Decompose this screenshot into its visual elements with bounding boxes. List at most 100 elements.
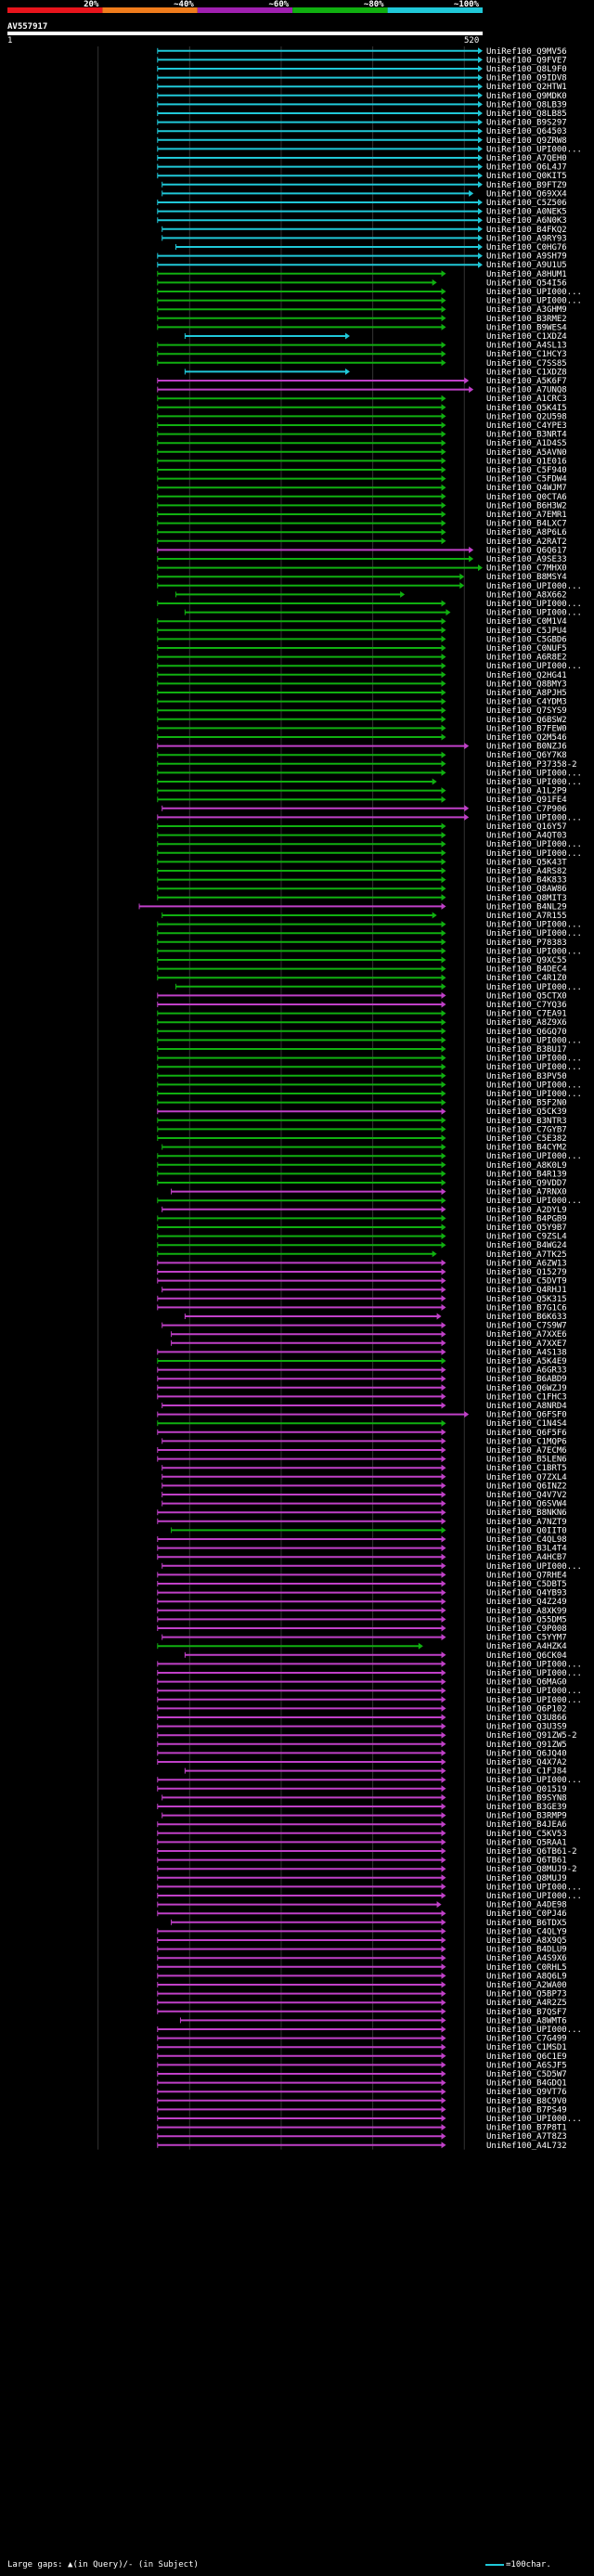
hit-row[interactable]: UniRef100_B4CYM2 bbox=[161, 1144, 567, 1153]
hit-label[interactable]: UniRef100_UPI000... bbox=[486, 609, 582, 618]
hit-row[interactable]: UniRef100_Q6WZJ9 bbox=[157, 1384, 567, 1393]
hit-row[interactable]: UniRef100_Q4Z249 bbox=[157, 1598, 567, 1607]
hit-row[interactable]: UniRef100_Q2HG41 bbox=[157, 671, 567, 680]
hit-row[interactable]: UniRef100_Q9VT76 bbox=[157, 2088, 567, 2097]
hit-row[interactable]: UniRef100_A7TK25 bbox=[157, 1250, 567, 1260]
hit-row[interactable]: UniRef100_UPI000... bbox=[157, 288, 582, 297]
hit-row[interactable]: UniRef100_B3BU17 bbox=[157, 1045, 567, 1055]
hit-label[interactable]: UniRef100_Q9MDK0 bbox=[486, 92, 567, 101]
hit-row[interactable]: UniRef100_UPI000... bbox=[157, 1660, 582, 1669]
hit-label[interactable]: UniRef100_C5DVT9 bbox=[486, 1277, 567, 1287]
hit-label[interactable]: UniRef100_Q6F5F6 bbox=[486, 1429, 567, 1438]
hit-label[interactable]: UniRef100_A5K6F7 bbox=[486, 377, 567, 386]
hit-label[interactable]: UniRef100_C0PJ46 bbox=[486, 1909, 567, 1919]
hit-label[interactable]: UniRef100_C7P906 bbox=[486, 805, 567, 814]
hit-row[interactable]: UniRef100_UPI000... bbox=[157, 2115, 582, 2124]
hit-label[interactable]: UniRef100_A6R8E2 bbox=[486, 654, 567, 663]
hit-row[interactable]: UniRef100_UPI000... bbox=[157, 840, 582, 849]
hit-label[interactable]: UniRef100_UPI000... bbox=[486, 1660, 582, 1669]
hit-label[interactable]: UniRef100_A7XXE6 bbox=[486, 1330, 567, 1340]
hit-label[interactable]: UniRef100_C4YPE3 bbox=[486, 421, 567, 431]
hit-row[interactable]: UniRef100_Q15279 bbox=[157, 1268, 567, 1277]
hit-label[interactable]: UniRef100_Q6INZ2 bbox=[486, 1482, 567, 1491]
hit-row[interactable]: UniRef100_Q6C1E9 bbox=[157, 2052, 567, 2062]
hit-row[interactable]: UniRef100_Q1E016 bbox=[157, 457, 567, 466]
hit-label[interactable]: UniRef100_UPI000... bbox=[486, 1090, 582, 1099]
hit-label[interactable]: UniRef100_C9ZSL4 bbox=[486, 1233, 567, 1242]
hit-row[interactable]: UniRef100_A6ZW13 bbox=[157, 1259, 567, 1268]
hit-row[interactable]: UniRef100_B7PS49 bbox=[157, 2105, 567, 2115]
hit-label[interactable]: UniRef100_B9FTZ9 bbox=[486, 181, 567, 190]
hit-label[interactable]: UniRef100_Q9VT76 bbox=[486, 2088, 567, 2097]
hit-row[interactable]: UniRef100_B4FKQ2 bbox=[161, 226, 567, 235]
hit-label[interactable]: UniRef100_Q69XX4 bbox=[486, 189, 567, 199]
hit-label[interactable]: UniRef100_C0M1V4 bbox=[486, 617, 567, 627]
hit-label[interactable]: UniRef100_Q0CTA6 bbox=[486, 493, 567, 502]
hit-label[interactable]: UniRef100_B8MSY4 bbox=[486, 573, 567, 582]
hit-label[interactable]: UniRef100_B4JEA6 bbox=[486, 1820, 567, 1830]
hit-row[interactable]: UniRef100_Q91FE4 bbox=[157, 796, 567, 805]
hit-row[interactable]: UniRef100_A4S138 bbox=[157, 1348, 567, 1357]
hit-row[interactable]: UniRef100_C7EA91 bbox=[157, 1010, 567, 1019]
hit-label[interactable]: UniRef100_A9U1U5 bbox=[486, 261, 567, 270]
hit-label[interactable]: UniRef100_Q5CK39 bbox=[486, 1107, 567, 1117]
hit-label[interactable]: UniRef100_Q9VDD7 bbox=[486, 1179, 567, 1188]
hit-row[interactable]: UniRef100_B7FEW0 bbox=[157, 724, 567, 733]
hit-row[interactable]: UniRef100_C1MQP6 bbox=[161, 1437, 567, 1446]
hit-label[interactable]: UniRef100_Q91ZW5-2 bbox=[486, 1731, 577, 1741]
hit-label[interactable]: UniRef100_UPI000... bbox=[486, 1081, 582, 1090]
hit-label[interactable]: UniRef100_A8X662 bbox=[486, 590, 567, 600]
hit-label[interactable]: UniRef100_Q7ZXL4 bbox=[486, 1473, 567, 1482]
hit-label[interactable]: UniRef100_C4YDM3 bbox=[486, 698, 567, 707]
hit-row[interactable]: UniRef100_A1D4S5 bbox=[157, 439, 567, 448]
hit-row[interactable]: UniRef100_Q5CTX0 bbox=[157, 991, 567, 1001]
hit-row[interactable]: UniRef100_C4YPE3 bbox=[157, 421, 567, 431]
hit-row[interactable]: UniRef100_Q4WJM7 bbox=[157, 484, 567, 493]
hit-row[interactable]: UniRef100_B3NRT4 bbox=[157, 431, 567, 440]
hit-label[interactable]: UniRef100_A0NEK5 bbox=[486, 208, 567, 217]
hit-label[interactable]: UniRef100_Q8LB39 bbox=[486, 100, 567, 110]
hit-row[interactable]: UniRef100_C5DVT9 bbox=[157, 1277, 567, 1287]
hit-row[interactable]: UniRef100_A9RY93 bbox=[161, 234, 567, 243]
hit-label[interactable]: UniRef100_Q7SYS9 bbox=[486, 706, 567, 716]
hit-row[interactable]: UniRef100_A4S9X6 bbox=[157, 1954, 567, 1963]
hit-row[interactable]: UniRef100_Q64503 bbox=[157, 127, 567, 136]
hit-row[interactable]: UniRef100_A5K6F7 bbox=[157, 377, 567, 386]
hit-label[interactable]: UniRef100_C5JPU4 bbox=[486, 627, 567, 636]
hit-label[interactable]: UniRef100_UPI000... bbox=[486, 1152, 582, 1161]
hit-label[interactable]: UniRef100_A6ZW13 bbox=[486, 1259, 567, 1268]
hit-label[interactable]: UniRef100_B4GDQ1 bbox=[486, 2079, 567, 2089]
hit-label[interactable]: UniRef100_A6N0K3 bbox=[486, 216, 567, 226]
hit-row[interactable]: UniRef100_Q69XX4 bbox=[161, 189, 567, 199]
hit-row[interactable]: UniRef100_C5YYM7 bbox=[161, 1634, 567, 1643]
hit-row[interactable]: UniRef100_A8NRD4 bbox=[161, 1402, 567, 1411]
hit-row[interactable]: UniRef100_Q5BP73 bbox=[157, 1990, 567, 2000]
hit-row[interactable]: UniRef100_A4SL13 bbox=[157, 342, 567, 351]
hit-label[interactable]: UniRef100_Q8MUJ9 bbox=[486, 1874, 567, 1883]
hit-label[interactable]: UniRef100_C5DBT5 bbox=[486, 1580, 567, 1589]
hit-label[interactable]: UniRef100_Q9FVE7 bbox=[486, 56, 567, 65]
hit-row[interactable]: UniRef100_Q5K4I5 bbox=[157, 404, 567, 413]
hit-label[interactable]: UniRef100_UPI000... bbox=[486, 662, 582, 671]
hit-label[interactable]: UniRef100_A1CRC3 bbox=[486, 395, 567, 404]
hit-label[interactable]: UniRef100_Q6FSF0 bbox=[486, 1411, 567, 1420]
hit-label[interactable]: UniRef100_Q6TB61 bbox=[486, 1857, 567, 1866]
hit-row[interactable]: UniRef100_UPI000... bbox=[157, 297, 582, 306]
hit-label[interactable]: UniRef100_A4RS82 bbox=[486, 867, 567, 876]
hit-row[interactable]: UniRef100_UPI000... bbox=[161, 1562, 582, 1572]
hit-row[interactable]: UniRef100_C7S9W7 bbox=[161, 1322, 567, 1331]
hit-label[interactable]: UniRef100_A1D4S5 bbox=[486, 439, 567, 448]
hit-row[interactable]: UniRef100_UPI000... bbox=[175, 983, 582, 992]
hit-row[interactable]: UniRef100_B3PV50 bbox=[157, 1072, 567, 1081]
hit-label[interactable]: UniRef100_Q2HG41 bbox=[486, 671, 567, 680]
hit-row[interactable]: UniRef100_Q4V7V2 bbox=[161, 1491, 567, 1500]
hit-row[interactable]: UniRef100_A1L2P9 bbox=[157, 787, 567, 796]
hit-row[interactable]: UniRef100_C5GBD6 bbox=[157, 635, 567, 644]
hit-label[interactable]: UniRef100_A4S138 bbox=[486, 1348, 567, 1357]
hit-label[interactable]: UniRef100_UPI000... bbox=[486, 582, 582, 591]
hit-label[interactable]: UniRef100_A7NZT9 bbox=[486, 1518, 567, 1527]
hit-row[interactable]: UniRef100_B7P8T1 bbox=[157, 2124, 567, 2133]
hit-row[interactable]: UniRef100_B7G1C6 bbox=[157, 1303, 567, 1313]
hit-label[interactable]: UniRef100_C9P008 bbox=[486, 1625, 567, 1634]
hit-label[interactable]: UniRef100_A7RNX0 bbox=[486, 1188, 567, 1197]
